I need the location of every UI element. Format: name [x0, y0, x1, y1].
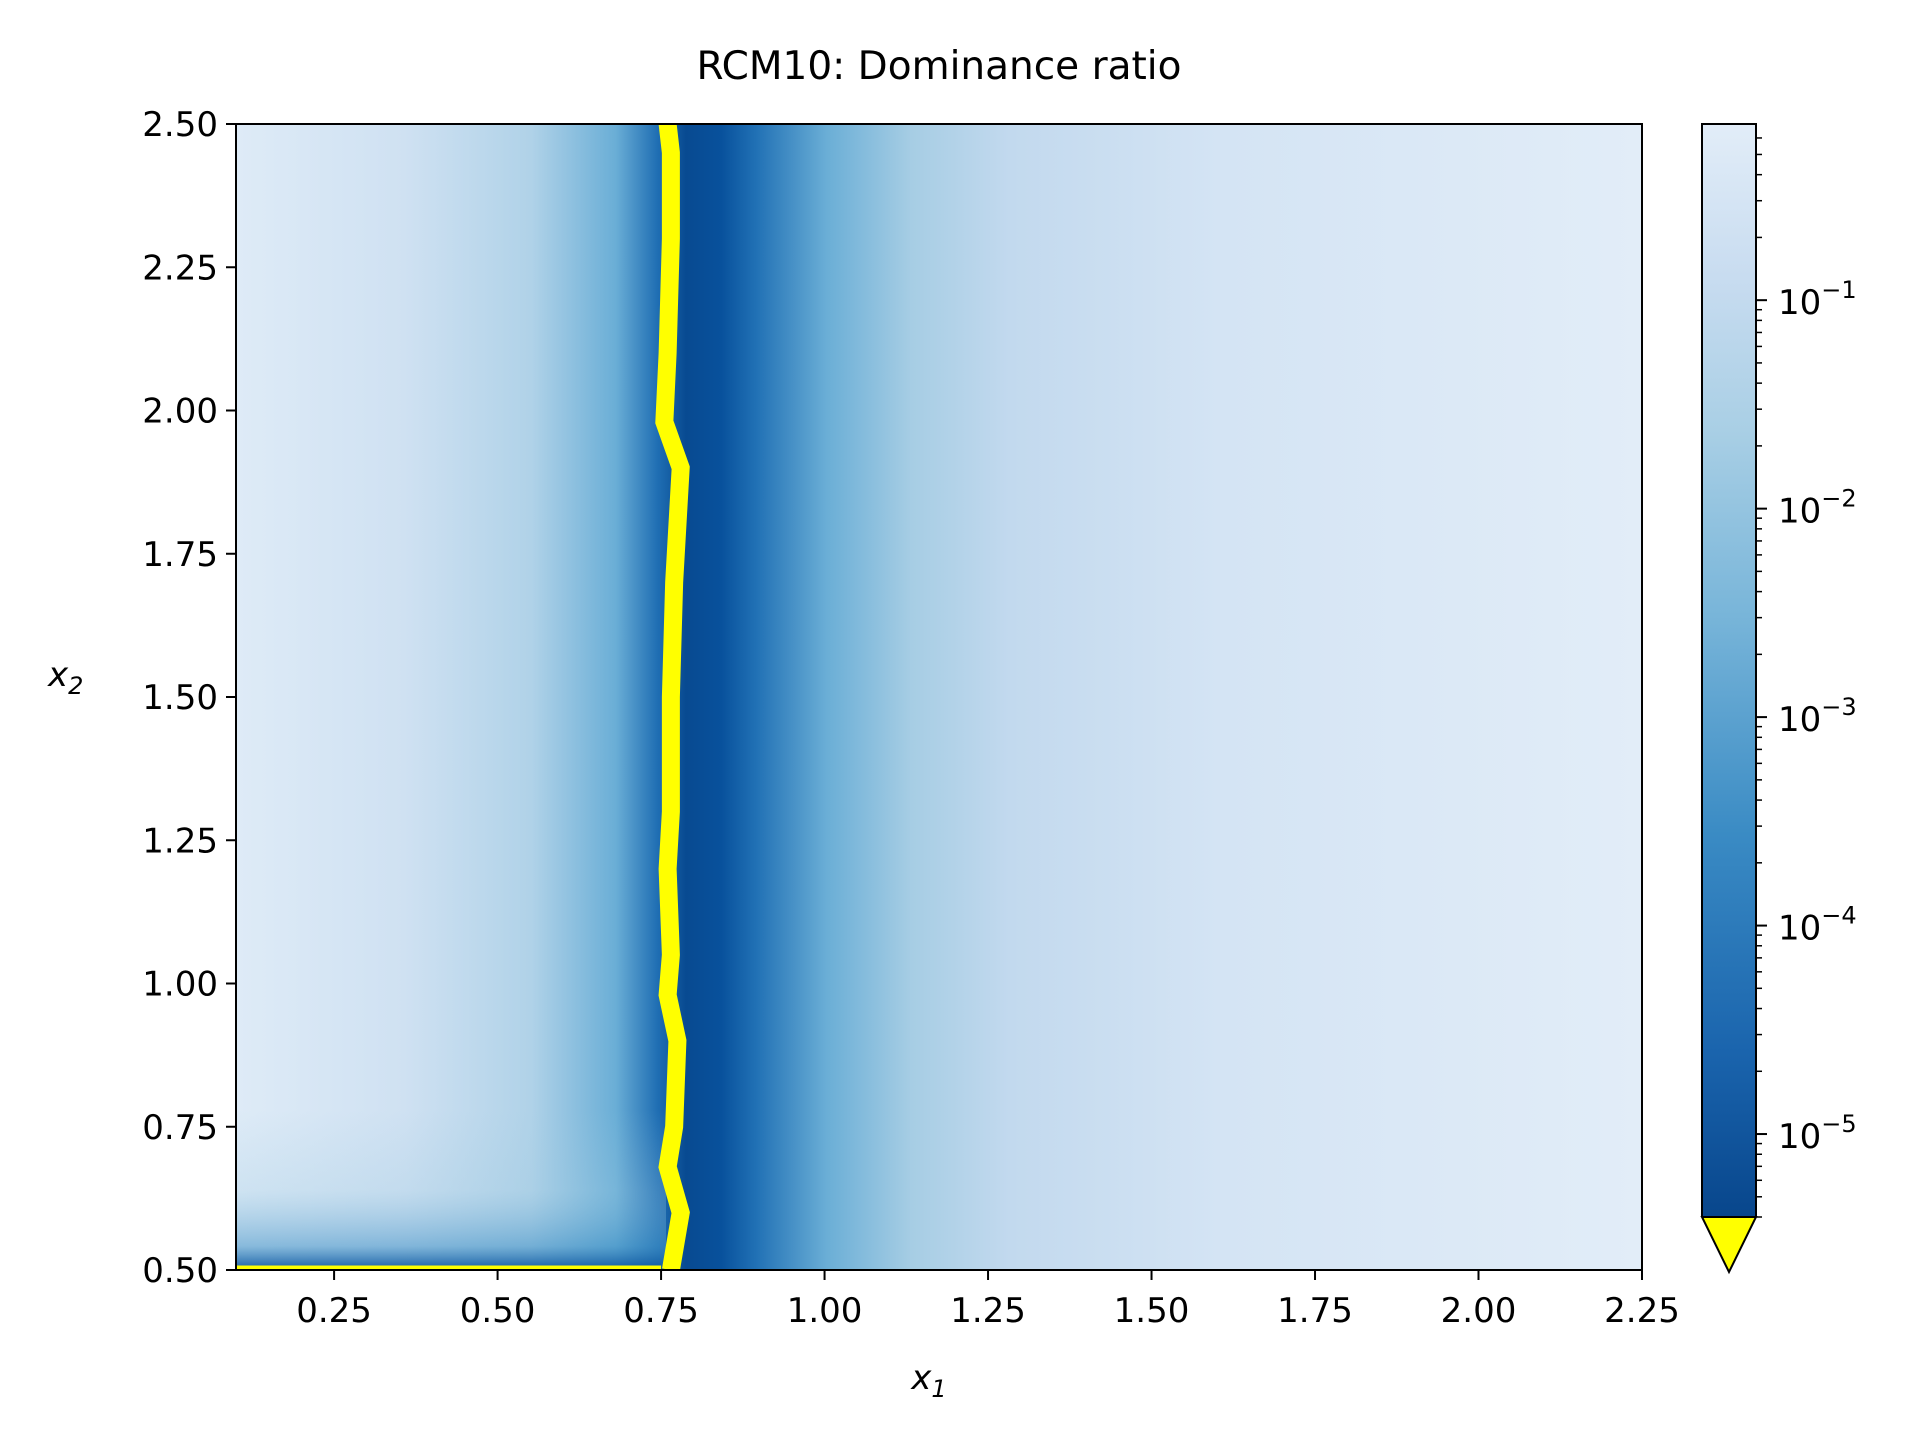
y-tick-label: 1.00 [142, 965, 218, 1005]
x-tick-label: 1.00 [787, 1291, 863, 1331]
boundary-curve [655, 124, 690, 1270]
colorbar-tick-label: 10−3 [1778, 693, 1857, 740]
chart-title: RCM10: Dominance ratio [696, 44, 1181, 89]
x-tick-label: 2.00 [1441, 1291, 1517, 1331]
colorbar-under-extension [1700, 1216, 1758, 1275]
heatmap-field [236, 124, 1642, 1270]
x-axis-label: x1 [910, 1358, 946, 1403]
colorbar-ticks: 10−5 10−4 10−3 10−2 10−1 [1756, 137, 1857, 1218]
x-tick-label: 1.75 [1277, 1291, 1353, 1331]
x-axis-label-base: x [910, 1358, 932, 1398]
x-tick-label: 2.25 [1604, 1291, 1680, 1331]
y-tick-label: 0.50 [142, 1251, 218, 1291]
colorbar-tick-label: 10−1 [1778, 276, 1857, 323]
x-axis-label-sub: 1 [931, 1375, 946, 1403]
y-axis-ticks: 0.50 0.75 1.00 1.25 1.50 1.75 2.00 2.25 2.50 [142, 105, 236, 1291]
y-tick-label: 1.25 [142, 821, 218, 861]
y-tick-label: 0.75 [142, 1108, 218, 1148]
colorbar-tick-label: 10−2 [1778, 485, 1857, 532]
y-axis-label: x2 [47, 655, 83, 700]
colorbar: 10−5 10−4 10−3 10−2 10−1 [1700, 123, 1857, 1275]
heatmap-bottom-shade [236, 1110, 666, 1270]
y-axis-label-sub: 2 [68, 672, 83, 700]
x-tick-label: 1.50 [1114, 1291, 1190, 1331]
x-tick-label: 0.50 [460, 1291, 536, 1331]
x-axis-ticks: 0.25 0.50 0.75 1.00 1.25 1.50 1.75 2.00 2.25 [296, 1270, 1680, 1331]
colorbar-tick-label: 10−5 [1778, 1110, 1857, 1157]
y-tick-label: 2.50 [142, 105, 218, 145]
x-tick-label: 0.75 [623, 1291, 699, 1331]
x-tick-label: 1.25 [950, 1291, 1026, 1331]
colorbar-tick-label: 10−4 [1778, 902, 1857, 949]
y-tick-label: 2.00 [142, 392, 218, 432]
y-axis-label-base: x [47, 655, 69, 695]
y-tick-label: 1.50 [142, 678, 218, 718]
heatmap-area [236, 124, 1642, 1270]
colorbar-gradient [1702, 124, 1756, 1217]
y-tick-label: 1.75 [142, 535, 218, 575]
boundary-layer [236, 124, 690, 1270]
colorbar-frame [1701, 123, 1757, 1217]
y-tick-label: 2.25 [142, 248, 218, 288]
x-tick-label: 0.25 [296, 1291, 372, 1331]
